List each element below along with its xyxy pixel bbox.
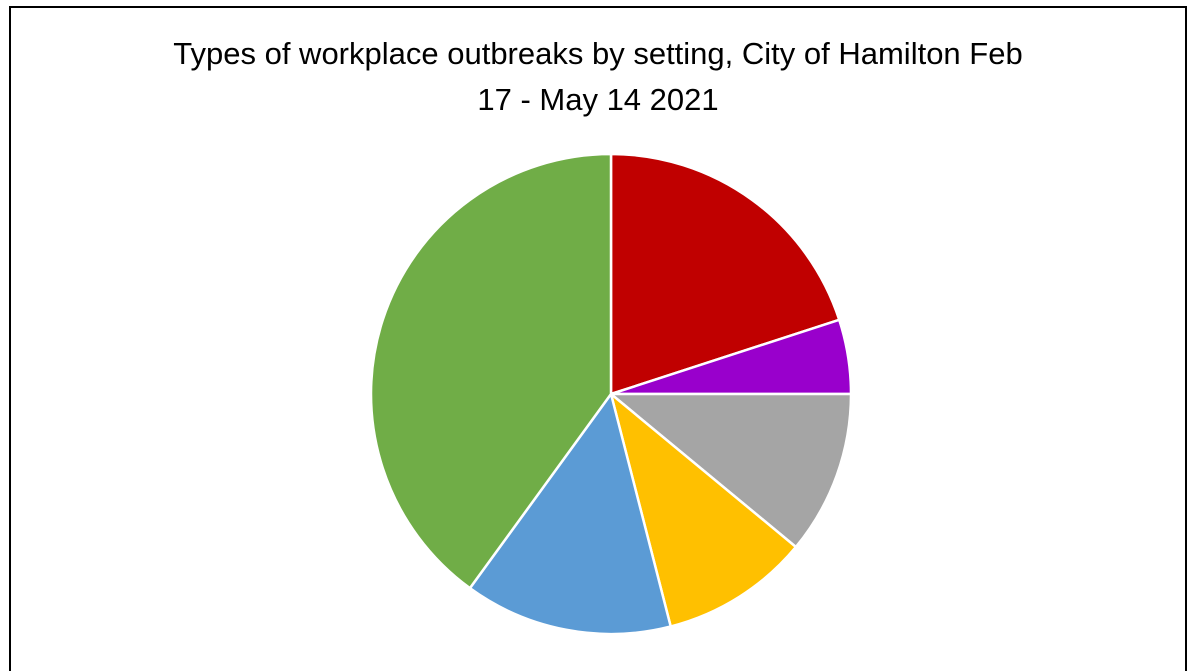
chart-title: Types of workplace outbreaks by setting,… bbox=[11, 31, 1185, 123]
pie-slice-6 bbox=[369, 152, 613, 590]
pie-slice-5 bbox=[468, 392, 672, 636]
pie-slice-1 bbox=[609, 152, 841, 396]
pie-slice-4 bbox=[609, 392, 798, 628]
pie-slice-3 bbox=[609, 392, 853, 549]
pie-slices bbox=[369, 152, 853, 636]
chart-title-line-2: 17 - May 14 2021 bbox=[477, 82, 719, 117]
chart-title-line-1: Types of workplace outbreaks by setting,… bbox=[173, 36, 1023, 71]
